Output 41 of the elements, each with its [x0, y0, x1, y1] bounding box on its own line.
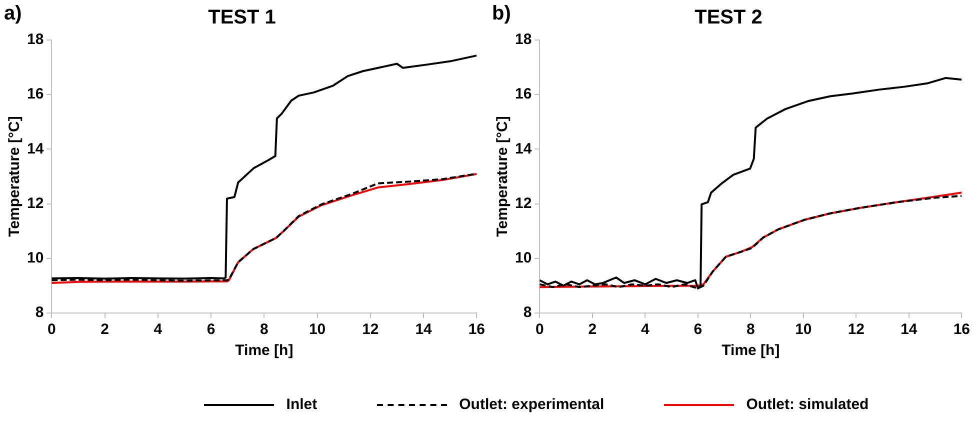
- x-tick-label: 14: [900, 321, 918, 338]
- y-tick-label: 8: [35, 304, 44, 322]
- legend-label: Outlet: experimental: [459, 396, 604, 413]
- x-tick-label: 4: [154, 321, 163, 338]
- x-tick-label: 0: [536, 321, 544, 338]
- y-axis-title: Temperature [°C]: [494, 116, 512, 237]
- x-tick-label: 12: [848, 321, 865, 338]
- y-tick-label: 12: [26, 194, 44, 212]
- y-tick-label: 14: [514, 140, 532, 158]
- x-tick-label: 6: [694, 321, 702, 338]
- x-tick-label: 14: [415, 321, 433, 338]
- y-tick-label: 8: [523, 304, 532, 322]
- x-tick-label: 8: [746, 321, 755, 338]
- x-tick-label: 0: [48, 321, 56, 338]
- legend-label: Inlet: [286, 396, 318, 413]
- x-tick-label: 16: [468, 321, 485, 338]
- x-axis-title: Time [h]: [235, 342, 294, 360]
- x-tick-label: 8: [260, 321, 268, 338]
- x-axis-title: Time [h]: [722, 342, 780, 360]
- text: b): [492, 2, 511, 25]
- y-tick-label: 12: [514, 194, 532, 212]
- legend-label: Outlet: simulated: [746, 396, 869, 413]
- x-tick-label: 2: [588, 321, 597, 338]
- chart-title: TEST 2: [694, 6, 762, 29]
- y-tick-label: 14: [26, 140, 44, 158]
- y-tick-label: 10: [514, 250, 532, 267]
- x-tick-label: 2: [100, 321, 109, 338]
- x-tick-label: 16: [953, 321, 970, 338]
- x-tick-label: 4: [641, 321, 650, 338]
- x-tick-label: 10: [308, 321, 326, 338]
- y-tick-label: 10: [26, 250, 44, 267]
- x-tick-label: 6: [206, 321, 216, 338]
- x-tick-label: 10: [795, 321, 812, 338]
- y-axis-title: Temperature [°C]: [6, 116, 24, 237]
- y-tick-label: 18: [514, 31, 532, 48]
- text: a): [4, 2, 22, 25]
- y-tick-label: 18: [26, 31, 44, 48]
- chart-title: TEST 1: [208, 6, 276, 29]
- x-tick-label: 12: [362, 321, 379, 338]
- y-tick-label: 16: [26, 86, 44, 103]
- y-tick-label: 16: [514, 86, 532, 103]
